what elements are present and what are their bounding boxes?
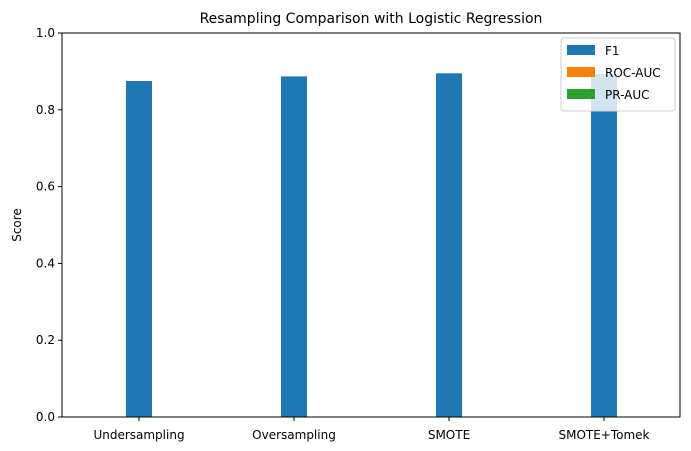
legend-label-pr-auc: PR-AUC <box>605 88 650 102</box>
bar-f1-smote-tomek <box>591 74 617 417</box>
x-axis-ticks: Undersampling Oversampling SMOTE SMOTE+Tome… <box>93 417 650 442</box>
chart-title: Resampling Comparison with Logistic Regr… <box>200 11 543 27</box>
plot-frame <box>61 32 681 418</box>
bars <box>126 73 617 417</box>
y-axis-ticks: 0.0 0.2 0.4 0.6 0.8 1.0 <box>36 26 62 424</box>
legend-swatch-roc-auc <box>567 67 595 77</box>
y-tick-label: 0.0 <box>36 410 55 424</box>
bar-f1-undersampling <box>126 81 152 417</box>
legend-swatch-pr-auc <box>567 89 595 99</box>
x-tick-label: Undersampling <box>93 428 184 442</box>
bar-f1-smote <box>436 73 462 417</box>
legend: F1 ROC-AUC PR-AUC <box>560 37 676 112</box>
y-tick-label: 0.2 <box>36 333 55 347</box>
legend-label-roc-auc: ROC-AUC <box>605 66 661 80</box>
y-axis-label: Score <box>10 208 24 242</box>
y-tick-label: 0.8 <box>36 103 55 117</box>
legend-swatch-f1 <box>567 45 595 55</box>
y-tick-label: 1.0 <box>36 26 55 40</box>
x-tick-label: Oversampling <box>252 428 336 442</box>
legend-label-f1: F1 <box>605 44 620 58</box>
bar-f1-oversampling <box>281 76 307 417</box>
y-tick-label: 0.4 <box>36 256 55 270</box>
x-tick-label: SMOTE <box>428 428 470 442</box>
x-tick-label: SMOTE+Tomek <box>558 428 649 442</box>
y-tick-label: 0.6 <box>36 180 55 194</box>
